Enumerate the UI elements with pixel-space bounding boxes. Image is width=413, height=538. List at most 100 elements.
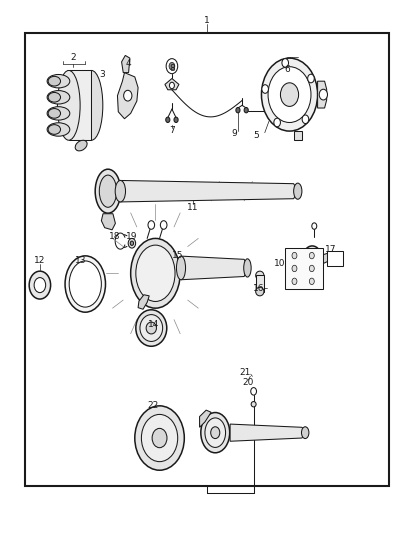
Ellipse shape (301, 427, 308, 438)
Circle shape (291, 252, 296, 259)
Text: 18: 18 (109, 232, 121, 241)
Circle shape (123, 90, 132, 101)
Polygon shape (180, 256, 248, 280)
Text: 21: 21 (239, 368, 250, 377)
Circle shape (301, 115, 308, 124)
Ellipse shape (47, 90, 70, 104)
Ellipse shape (65, 256, 105, 312)
Circle shape (169, 62, 174, 70)
Ellipse shape (80, 70, 102, 140)
Circle shape (309, 278, 313, 285)
Text: 17: 17 (324, 245, 336, 253)
Ellipse shape (48, 93, 60, 102)
Circle shape (309, 252, 313, 259)
Ellipse shape (47, 123, 70, 136)
Text: 3: 3 (99, 70, 104, 79)
Ellipse shape (75, 140, 87, 151)
Polygon shape (321, 253, 329, 264)
Ellipse shape (69, 261, 101, 307)
Text: 11: 11 (186, 203, 198, 212)
Circle shape (173, 117, 178, 123)
Circle shape (261, 84, 268, 93)
Bar (285, 247, 322, 289)
Ellipse shape (135, 310, 166, 346)
Text: 19: 19 (126, 232, 137, 241)
Circle shape (291, 265, 296, 272)
Circle shape (280, 83, 298, 107)
Ellipse shape (48, 109, 60, 118)
Circle shape (165, 117, 169, 123)
Bar (25, 33, 388, 486)
Circle shape (34, 278, 45, 293)
Circle shape (307, 74, 313, 83)
Ellipse shape (176, 256, 185, 280)
Text: 1: 1 (204, 16, 209, 25)
Ellipse shape (48, 125, 60, 134)
Circle shape (318, 89, 327, 100)
Ellipse shape (305, 250, 318, 268)
Ellipse shape (131, 238, 180, 308)
Ellipse shape (115, 180, 125, 202)
Polygon shape (138, 295, 149, 309)
Circle shape (261, 58, 317, 131)
Circle shape (169, 82, 174, 89)
Text: 8: 8 (169, 65, 174, 73)
Circle shape (311, 223, 316, 229)
Polygon shape (117, 73, 138, 119)
Ellipse shape (210, 427, 219, 438)
Text: 22: 22 (147, 401, 159, 410)
Circle shape (141, 414, 177, 462)
Ellipse shape (99, 175, 116, 207)
Circle shape (250, 387, 256, 395)
Ellipse shape (204, 418, 225, 448)
Bar (255, 275, 263, 292)
Text: 20: 20 (242, 378, 253, 387)
Text: 16: 16 (252, 284, 263, 293)
Polygon shape (101, 214, 115, 230)
Polygon shape (121, 55, 130, 73)
Ellipse shape (48, 76, 60, 86)
Ellipse shape (243, 259, 251, 277)
Ellipse shape (140, 315, 162, 342)
Ellipse shape (95, 169, 121, 213)
Circle shape (147, 221, 154, 229)
Ellipse shape (301, 246, 321, 273)
Circle shape (130, 241, 133, 245)
Text: 15: 15 (172, 251, 183, 260)
Ellipse shape (57, 70, 80, 140)
Text: 10: 10 (273, 259, 285, 268)
Ellipse shape (255, 287, 263, 296)
Text: 12: 12 (34, 257, 45, 265)
Polygon shape (230, 424, 305, 441)
Text: 2: 2 (70, 53, 76, 61)
Circle shape (235, 108, 240, 113)
Polygon shape (317, 81, 326, 108)
Ellipse shape (200, 413, 229, 453)
Text: 13: 13 (75, 256, 87, 265)
Ellipse shape (135, 245, 175, 301)
Circle shape (152, 428, 166, 448)
Text: 14: 14 (147, 320, 159, 329)
Ellipse shape (251, 401, 256, 407)
Text: 5: 5 (253, 131, 259, 140)
Polygon shape (69, 70, 91, 140)
Text: 6: 6 (284, 66, 290, 74)
Text: 4: 4 (126, 59, 131, 68)
Ellipse shape (293, 183, 301, 199)
Ellipse shape (47, 107, 70, 120)
Text: 7: 7 (169, 126, 174, 135)
Circle shape (160, 221, 166, 229)
Circle shape (268, 67, 310, 123)
Circle shape (244, 108, 248, 113)
Polygon shape (293, 131, 301, 140)
Bar (326, 251, 342, 266)
Circle shape (166, 59, 177, 74)
Ellipse shape (146, 322, 156, 334)
Circle shape (281, 59, 288, 67)
Circle shape (309, 265, 313, 272)
Circle shape (128, 238, 135, 248)
Circle shape (273, 118, 280, 127)
Text: 9: 9 (230, 129, 236, 138)
Polygon shape (199, 410, 211, 427)
Ellipse shape (47, 74, 70, 88)
